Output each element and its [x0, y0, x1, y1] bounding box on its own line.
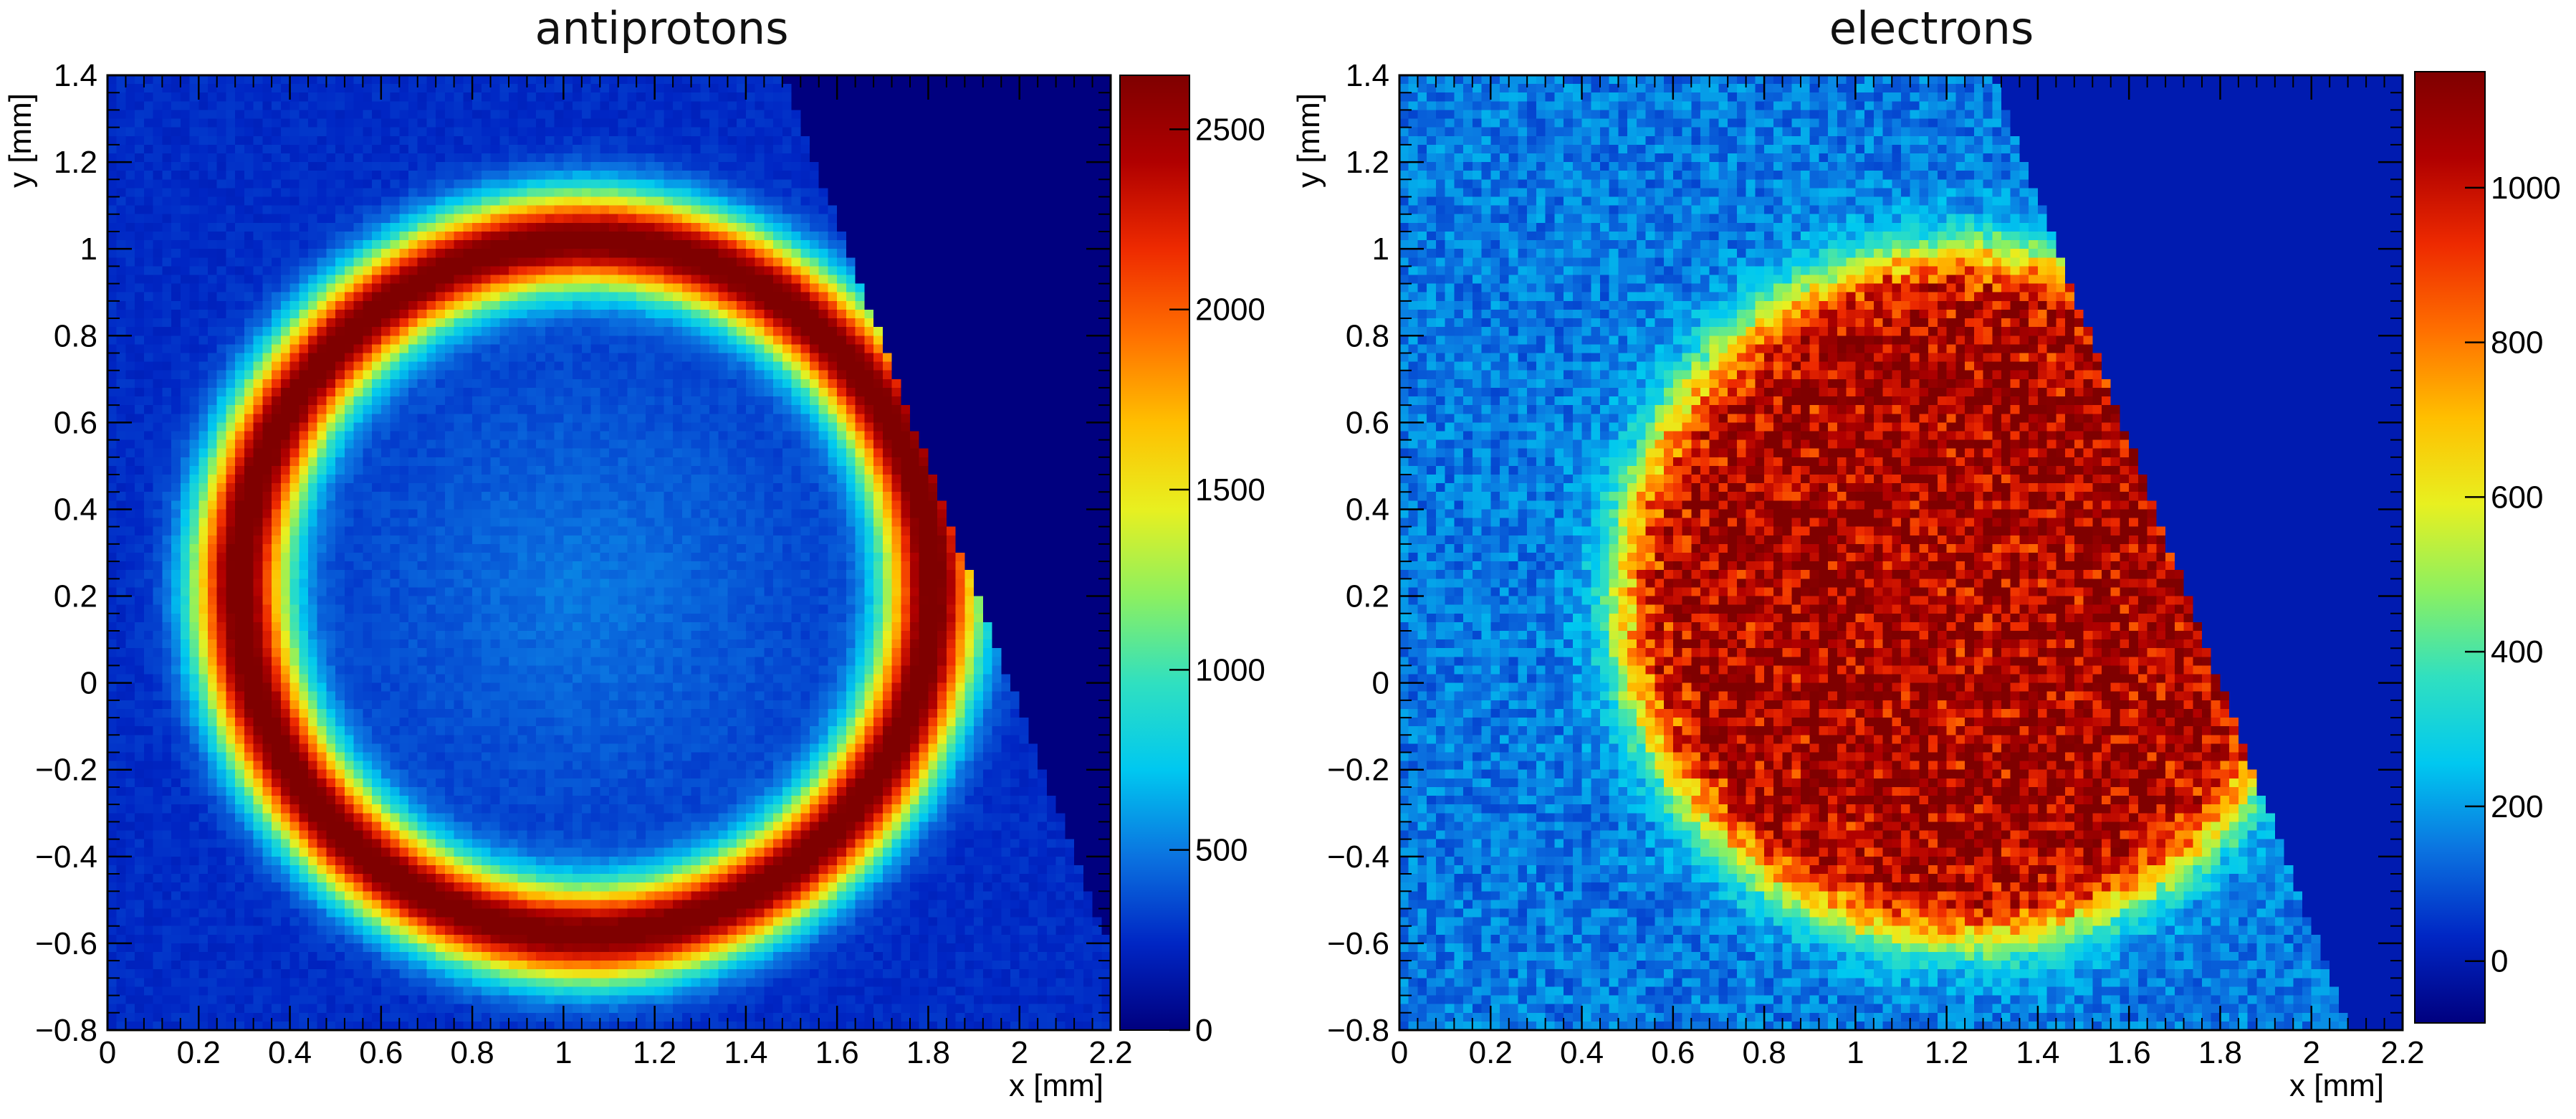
- y-tick-label: 0.6: [54, 405, 97, 440]
- color-bar-tick-label: 1000: [1195, 652, 1265, 687]
- plot-frame: [106, 74, 1112, 1032]
- x-tick-label: 0.8: [451, 1035, 494, 1070]
- x-tick-label: 1.2: [633, 1035, 676, 1070]
- color-bar-frame: [1119, 75, 1190, 1031]
- x-tick-label: 1.4: [724, 1035, 767, 1070]
- x-tick-label: 0: [99, 1035, 116, 1070]
- x-tick-label: 0: [1391, 1035, 1408, 1070]
- color-bar-tick-label: 500: [1195, 833, 1248, 868]
- x-tick-label: 0.8: [1743, 1035, 1786, 1070]
- color-bar-tick-label: 2000: [1195, 292, 1265, 328]
- heatmap-cells: [1399, 75, 2403, 1030]
- y-tick-label: −0.8: [35, 1013, 97, 1048]
- y-tick-label: 1: [1372, 232, 1389, 267]
- chart-title: antiprotons: [535, 2, 789, 54]
- y-tick-label: 0.4: [54, 492, 97, 527]
- color-bar-tick-label: 200: [2491, 789, 2543, 824]
- color-bar-tick-label: 1500: [1195, 472, 1265, 508]
- electrons-heatmap: 0 0.2 0.4 0.6 0.8 1 1.2 1.4 1.6 1.8 2 2.2 −0.8 −0.6 −0…: [1327, 58, 2561, 1070]
- y-tick-label: 0.2: [1346, 579, 1389, 614]
- color-bar-tick-label: 600: [2491, 480, 2543, 515]
- x-tick-label: 1.6: [2107, 1035, 2151, 1070]
- y-tick-label: 1.2: [54, 145, 97, 180]
- y-tick-label: 0.8: [54, 318, 97, 353]
- y-tick-label: −0.2: [1327, 753, 1389, 788]
- x-tick-label: 0.4: [1560, 1035, 1604, 1070]
- y-tick-label: 0.4: [1346, 492, 1389, 527]
- x-tick-label: 1.8: [906, 1035, 950, 1070]
- antiprotons-panel: antiprotons 0 0.2 0.4 0.6 0.8 1 1.2 1.4 1.6 1.8 2 2…: [3, 2, 1265, 1103]
- x-axis-label: x [mm]: [2289, 1068, 2384, 1103]
- x-tick-label: 1.2: [1925, 1035, 1968, 1070]
- y-tick-label: 0: [80, 666, 97, 701]
- x-tick-label: 2: [2302, 1035, 2319, 1070]
- x-tick-label: 2.2: [1088, 1035, 1132, 1070]
- y-tick-label: 0: [1372, 666, 1389, 701]
- x-tick-label: 1: [555, 1035, 572, 1070]
- antiprotons-heatmap: 0 0.2 0.4 0.6 0.8 1 1.2 1.4 1.6 1.8 2 2.2 −0.8 −0.6 −0…: [35, 58, 1265, 1070]
- color-bar-tick-label: 400: [2491, 634, 2543, 670]
- y-tick-label: 1.4: [54, 58, 97, 93]
- y-tick-label: 0.6: [1346, 405, 1389, 440]
- color-bar-tick-label: 0: [1195, 1013, 1212, 1048]
- color-bar-tick-label: 0: [2491, 944, 2508, 979]
- heatmap-cells: [107, 75, 1111, 1030]
- x-tick-label: 0.4: [268, 1035, 312, 1070]
- y-tick-label: 1.4: [1346, 58, 1389, 93]
- y-tick-label: 0.2: [54, 579, 97, 614]
- chart-title: electrons: [1829, 2, 2034, 54]
- y-tick-label: −0.4: [1327, 839, 1389, 875]
- x-tick-label: 1: [1847, 1035, 1864, 1070]
- x-tick-label: 0.2: [177, 1035, 221, 1070]
- y-axis-label: y [mm]: [1291, 93, 1326, 188]
- electrons-panel: electrons 0 0.2 0.4 0.6 0.8 1 1.2 1.4 1.6 1.8 2 2.2…: [1288, 0, 2575, 1119]
- y-tick-label: 0.8: [1346, 318, 1389, 353]
- color-bar: [2415, 72, 2485, 1023]
- color-bar-tick-label: 800: [2491, 325, 2543, 361]
- y-tick-label: −0.6: [35, 926, 97, 961]
- y-tick-label: 1: [80, 232, 97, 267]
- x-tick-label: 2.2: [2380, 1035, 2424, 1070]
- x-tick-label: 1.8: [2198, 1035, 2242, 1070]
- y-tick-label: −0.2: [35, 753, 97, 788]
- color-bar-tick-label: 1000: [2491, 171, 2561, 206]
- color-bar: [1120, 75, 1189, 1030]
- y-tick-label: −0.8: [1327, 1013, 1389, 1048]
- color-bar-frame: [2414, 71, 2486, 1024]
- x-tick-label: 1.6: [815, 1035, 859, 1070]
- y-tick-label: −0.6: [1327, 926, 1389, 961]
- plot-frame: [1398, 74, 2404, 1032]
- color-bar-tick-label: 2500: [1195, 112, 1265, 147]
- y-tick-label: −0.4: [35, 839, 97, 875]
- x-axis-label: x [mm]: [1009, 1068, 1103, 1103]
- x-tick-label: 2: [1010, 1035, 1028, 1070]
- x-tick-label: 0.2: [1469, 1035, 1513, 1070]
- x-tick-label: 0.6: [1651, 1035, 1695, 1070]
- y-tick-label: 1.2: [1346, 145, 1389, 180]
- x-tick-label: 1.4: [2016, 1035, 2059, 1070]
- x-tick-label: 0.6: [359, 1035, 403, 1070]
- y-axis-label: y [mm]: [3, 93, 38, 188]
